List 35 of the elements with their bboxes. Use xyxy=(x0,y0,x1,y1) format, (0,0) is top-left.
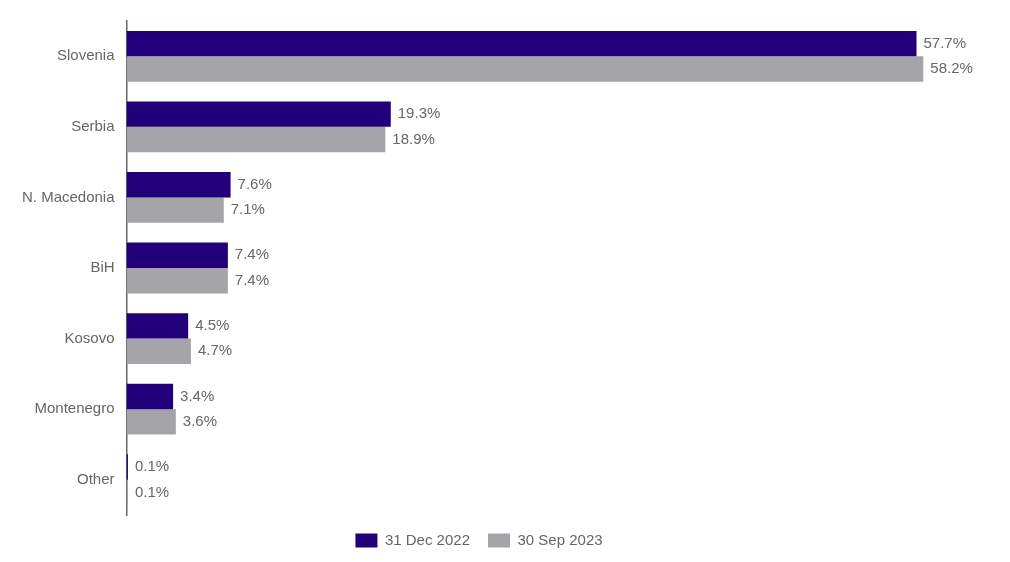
data-label: 19.3% xyxy=(397,104,441,122)
y-tick-label: Serbia xyxy=(71,117,116,134)
bar xyxy=(126,409,176,435)
data-label: 18.9% xyxy=(392,129,435,147)
data-label: 7.1% xyxy=(230,200,265,218)
legend-label: 31 Dec 2022 xyxy=(384,530,471,548)
bar xyxy=(126,338,191,364)
bar xyxy=(126,313,189,339)
y-tick-label: Montenegro xyxy=(34,399,115,417)
data-label: 4.7% xyxy=(197,341,233,359)
data-label: 58.2% xyxy=(930,59,973,77)
data-label: 4.5% xyxy=(195,316,230,334)
bar xyxy=(126,268,228,294)
bar xyxy=(126,56,924,82)
data-label: 7.6% xyxy=(237,174,272,192)
data-label: 3.6% xyxy=(182,411,218,429)
bar xyxy=(126,197,224,223)
data-label: 7.4% xyxy=(234,245,270,263)
data-label: 7.4% xyxy=(234,270,270,288)
data-label: 0.1% xyxy=(134,457,170,475)
y-tick-label: Kosovo xyxy=(64,328,115,346)
y-tick-label: BiH xyxy=(90,258,115,276)
bar xyxy=(126,126,386,153)
y-tick-label: Other xyxy=(77,469,115,487)
bar xyxy=(126,242,228,268)
data-label: 3.4% xyxy=(180,386,215,404)
y-tick-label: N. Macedonia xyxy=(21,187,116,205)
y-tick-label: Slovenia xyxy=(57,46,116,64)
data-label: 57.7% xyxy=(923,33,967,51)
bar xyxy=(126,30,917,57)
legend-label: 30 Sep 2023 xyxy=(517,530,603,548)
bar xyxy=(126,172,231,198)
bar xyxy=(126,383,174,410)
bar xyxy=(126,101,391,127)
data-label: 0.1% xyxy=(134,482,170,500)
